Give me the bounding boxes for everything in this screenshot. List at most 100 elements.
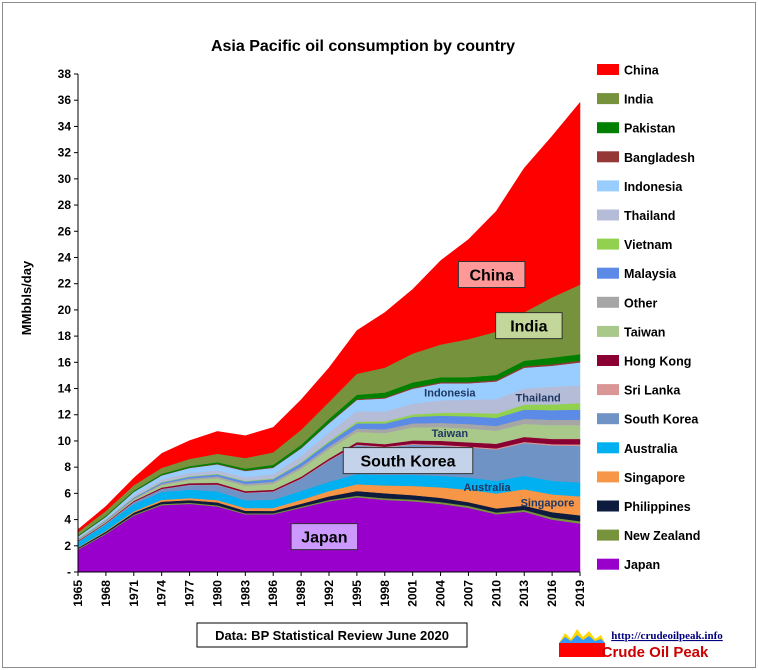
legend-label: Taiwan — [624, 325, 665, 339]
y-tick-label: 22 — [58, 277, 72, 291]
x-tick-label: 2007 — [461, 580, 475, 607]
legend-swatch — [597, 238, 619, 250]
y-tick-label: 28 — [58, 198, 72, 212]
legend-item-south-korea: South Korea — [597, 413, 699, 427]
legend-item-other: Other — [597, 296, 657, 310]
annotation-indonesia: Indonesia — [424, 387, 476, 399]
x-tick-label: 2004 — [434, 580, 448, 607]
legend-swatch — [597, 267, 619, 279]
x-tick-label: 1974 — [155, 580, 169, 607]
y-tick-label: 24 — [58, 250, 72, 264]
legend-label: Pakistan — [624, 122, 675, 136]
x-tick-label: 1977 — [183, 580, 197, 607]
x-tick-label: 2019 — [573, 580, 587, 607]
logo-name: Crude Oil Peak — [602, 644, 709, 661]
logo-url[interactable]: http://crudeoilpeak.info — [611, 630, 723, 642]
legend-swatch — [597, 209, 619, 221]
legend-item-vietnam: Vietnam — [597, 238, 672, 252]
y-tick-label: 8 — [64, 460, 71, 474]
legend-item-singapore: Singapore — [597, 471, 685, 485]
x-tick-label: 1992 — [322, 580, 336, 607]
x-tick-label: 2013 — [517, 580, 531, 607]
legend-label: Hong Kong — [624, 355, 691, 369]
legend-swatch — [597, 355, 619, 366]
legend-swatch — [597, 64, 619, 75]
x-tick-label: 2016 — [545, 580, 559, 607]
legend-item-india: India — [597, 93, 654, 107]
y-tick-label: 14 — [58, 382, 72, 396]
legend-label: Malaysia — [624, 267, 677, 281]
legend-item-taiwan: Taiwan — [597, 325, 665, 339]
legend-label: Japan — [624, 558, 660, 572]
annotation-china: China — [469, 268, 514, 285]
logo: http://crudeoilpeak.info Crude Oil Peak — [559, 629, 723, 661]
legend-item-thailand: Thailand — [597, 209, 675, 223]
legend-item-philippines: Philippines — [597, 500, 691, 514]
annotation-box-china — [457, 261, 526, 289]
y-tick-label: 26 — [58, 224, 72, 238]
legend-label: South Korea — [624, 413, 699, 427]
annotation-south-korea: South Korea — [360, 454, 455, 471]
legend-item-new-zealand: New Zealand — [597, 529, 700, 543]
legend-item-china: China — [597, 64, 660, 78]
annotations: China India Indonesia Thailand Taiwan South K… — [290, 261, 575, 551]
source-label: Data: BP Statistical Review June 2020 — [215, 628, 449, 643]
legend-swatch — [597, 325, 619, 337]
legend-item-malaysia: Malaysia — [597, 267, 677, 281]
legend-label: Sri Lanka — [624, 384, 681, 398]
annotation-box-india — [495, 312, 563, 340]
logo-graphic-icon — [559, 629, 605, 657]
annotation-box-south-korea — [342, 447, 474, 475]
legend-item-japan: Japan — [597, 558, 660, 572]
y-tick-label: 36 — [58, 93, 72, 107]
legend-swatch — [597, 93, 619, 105]
source-box — [196, 622, 468, 648]
y-tick-label: - — [67, 565, 71, 579]
y-tick-label: 2 — [64, 539, 71, 553]
x-tick-label: 2001 — [406, 580, 420, 607]
legend-swatch — [597, 180, 619, 192]
legend-label: Other — [624, 296, 657, 310]
legend-label: Indonesia — [624, 180, 683, 194]
legend-swatch — [597, 296, 619, 308]
annotation-australia: Australia — [463, 482, 511, 494]
y-tick-label: 38 — [58, 67, 72, 81]
legend-label: Australia — [624, 442, 679, 456]
x-tick-label: 1995 — [350, 580, 364, 607]
chart-title: Asia Pacific oil consumption by country — [211, 38, 515, 55]
legend-item-indonesia: Indonesia — [597, 180, 683, 194]
y-tick-label: 30 — [58, 172, 72, 186]
legend-label: China — [624, 64, 660, 78]
y-tick-label: 10 — [58, 434, 72, 448]
area-series-group — [77, 101, 581, 573]
y-tick-label: 12 — [58, 408, 72, 422]
x-tick-label: 2010 — [489, 580, 503, 607]
legend-label: Bangladesh — [624, 151, 695, 165]
legend-swatch — [597, 471, 619, 483]
legend-swatch — [597, 413, 619, 425]
y-tick-label: 4 — [64, 513, 71, 527]
y-tick-label: 16 — [58, 355, 72, 369]
legend: China India Pakistan Bangladesh Indonesia Tha… — [597, 64, 700, 572]
legend-swatch — [597, 151, 619, 163]
legend-swatch — [597, 529, 619, 541]
legend-swatch — [597, 442, 619, 454]
y-tick-label: 18 — [58, 329, 72, 343]
legend-label: India — [624, 93, 654, 107]
legend-label: New Zealand — [624, 529, 700, 543]
x-tick-label: 1986 — [266, 580, 280, 607]
x-tick-label: 1989 — [294, 580, 308, 607]
annotation-japan: Japan — [301, 530, 347, 547]
x-tick-label: 1968 — [99, 580, 113, 607]
legend-label: Vietnam — [624, 238, 672, 252]
legend-swatch — [597, 122, 619, 134]
legend-item-hong-kong: Hong Kong — [597, 355, 691, 369]
area-china — [77, 101, 581, 533]
legend-swatch — [597, 500, 619, 512]
legend-swatch — [597, 558, 619, 570]
y-axis-label: MMbbls/day — [19, 260, 34, 335]
annotation-singapore: Singapore — [521, 498, 575, 510]
x-tick-label: 1971 — [127, 580, 141, 607]
